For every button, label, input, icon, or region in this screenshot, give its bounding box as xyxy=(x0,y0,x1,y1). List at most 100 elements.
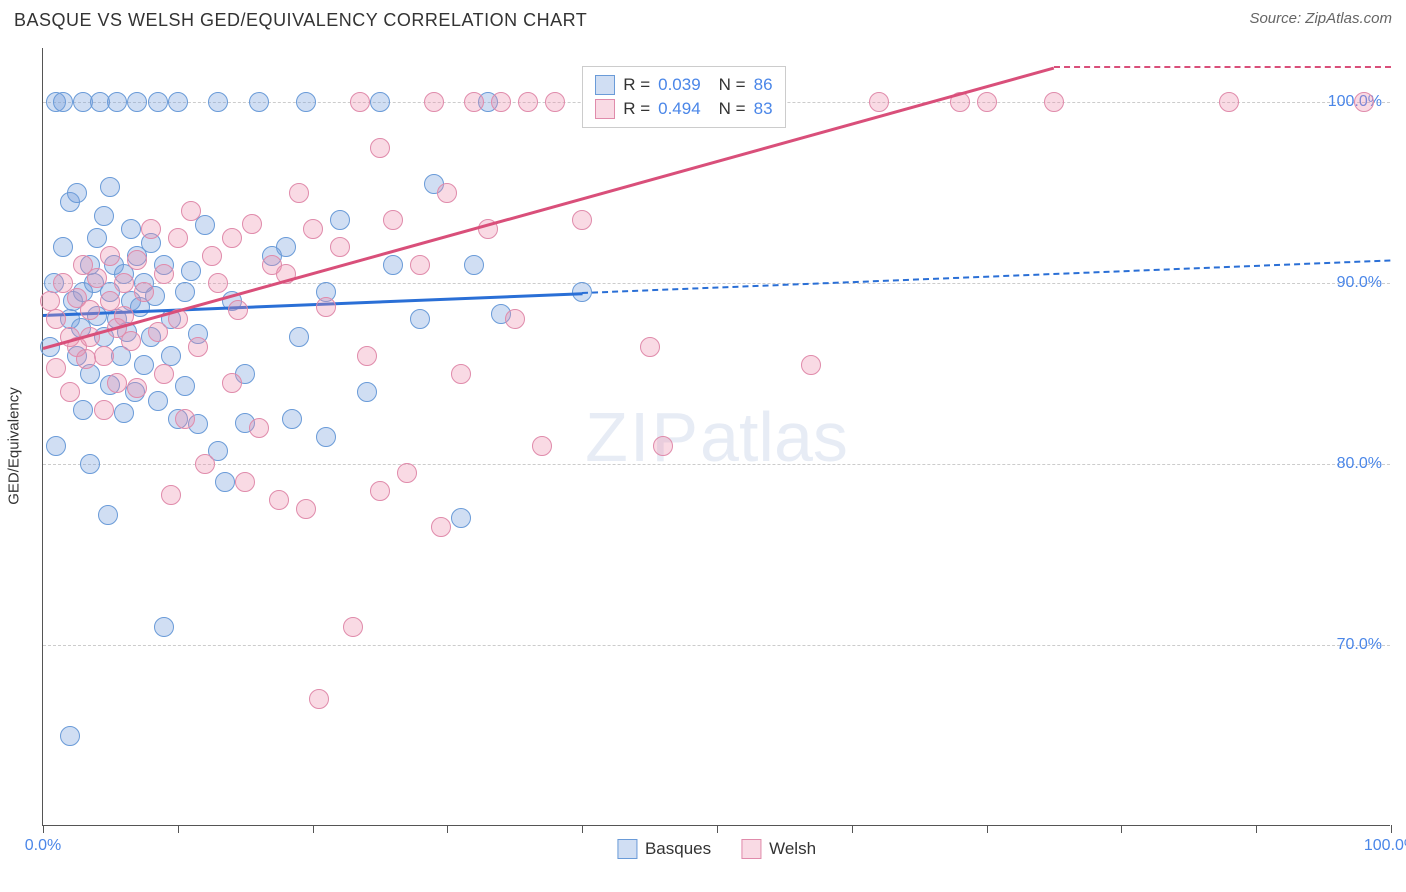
legend-n-label: N = xyxy=(719,99,746,119)
gridline xyxy=(43,283,1390,284)
scatter-point xyxy=(410,255,430,275)
legend-r-value: 0.039 xyxy=(658,75,701,95)
bottom-legend-item: Basques xyxy=(617,839,711,859)
scatter-point xyxy=(208,92,228,112)
scatter-point xyxy=(148,92,168,112)
scatter-point xyxy=(235,472,255,492)
scatter-point xyxy=(296,92,316,112)
header: BASQUE VS WELSH GED/EQUIVALENCY CORRELAT… xyxy=(0,0,1406,35)
scatter-point xyxy=(121,219,141,239)
legend-r-label: R = xyxy=(623,99,650,119)
legend-n-value: 86 xyxy=(754,75,773,95)
scatter-point xyxy=(296,499,316,519)
scatter-point xyxy=(175,282,195,302)
scatter-point xyxy=(383,255,403,275)
gridline xyxy=(43,645,1390,646)
scatter-point xyxy=(60,726,80,746)
x-tick xyxy=(987,825,988,833)
scatter-point xyxy=(181,201,201,221)
gridline xyxy=(43,464,1390,465)
scatter-point xyxy=(46,309,66,329)
scatter-point xyxy=(1219,92,1239,112)
scatter-point xyxy=(60,382,80,402)
scatter-point xyxy=(276,237,296,257)
x-tick xyxy=(178,825,179,833)
correlation-legend: R = 0.039 N = 86R =0.494N =83 xyxy=(582,66,785,128)
scatter-point xyxy=(175,409,195,429)
scatter-point xyxy=(289,327,309,347)
scatter-point xyxy=(53,237,73,257)
scatter-point xyxy=(303,219,323,239)
scatter-point xyxy=(114,403,134,423)
y-axis-label: GED/Equivalency xyxy=(6,387,23,505)
scatter-point xyxy=(141,219,161,239)
scatter-point xyxy=(383,210,403,230)
scatter-point xyxy=(801,355,821,375)
scatter-point xyxy=(977,92,997,112)
scatter-point xyxy=(121,331,141,351)
x-tick xyxy=(852,825,853,833)
scatter-point xyxy=(357,346,377,366)
scatter-point xyxy=(215,472,235,492)
scatter-point xyxy=(309,689,329,709)
legend-swatch xyxy=(617,839,637,859)
scatter-point xyxy=(431,517,451,537)
scatter-point xyxy=(40,291,60,311)
scatter-point xyxy=(94,400,114,420)
x-tick xyxy=(43,825,44,833)
legend-row: R =0.494N =83 xyxy=(595,97,772,121)
y-tick-label: 90.0% xyxy=(1337,274,1382,292)
scatter-point xyxy=(87,228,107,248)
scatter-point xyxy=(222,228,242,248)
legend-row: R = 0.039 N = 86 xyxy=(595,73,772,97)
x-tick-label: 0.0% xyxy=(25,837,61,855)
scatter-point xyxy=(505,309,525,329)
chart-title: BASQUE VS WELSH GED/EQUIVALENCY CORRELAT… xyxy=(14,10,587,31)
scatter-point xyxy=(282,409,302,429)
scatter-point xyxy=(370,92,390,112)
scatter-point xyxy=(148,391,168,411)
scatter-point xyxy=(242,214,262,234)
x-tick xyxy=(717,825,718,833)
scatter-point xyxy=(518,92,538,112)
scatter-point xyxy=(161,485,181,505)
scatter-point xyxy=(175,376,195,396)
x-tick xyxy=(1121,825,1122,833)
scatter-point xyxy=(316,297,336,317)
source-label: Source: ZipAtlas.com xyxy=(1249,10,1392,27)
scatter-point xyxy=(545,92,565,112)
scatter-point xyxy=(154,364,174,384)
scatter-point xyxy=(98,505,118,525)
scatter-point xyxy=(370,138,390,158)
bottom-legend-item: Welsh xyxy=(741,839,816,859)
scatter-point xyxy=(451,508,471,528)
scatter-point xyxy=(67,183,87,203)
scatter-point xyxy=(330,237,350,257)
scatter-point xyxy=(451,364,471,384)
scatter-point xyxy=(168,92,188,112)
scatter-point xyxy=(532,436,552,456)
legend-n-label: N = xyxy=(719,75,746,95)
scatter-point xyxy=(161,346,181,366)
scatter-point xyxy=(249,92,269,112)
legend-swatch xyxy=(595,99,615,119)
scatter-point xyxy=(127,92,147,112)
scatter-point xyxy=(653,436,673,456)
scatter-point xyxy=(100,246,120,266)
scatter-point xyxy=(46,436,66,456)
scatter-point xyxy=(195,454,215,474)
plot-area: ZIPatlas 70.0%80.0%90.0%100.0%0.0%100.0%… xyxy=(42,48,1390,826)
scatter-point xyxy=(869,92,889,112)
bottom-legend: Basques Welsh xyxy=(617,839,816,859)
scatter-point xyxy=(397,463,417,483)
scatter-point xyxy=(80,454,100,474)
legend-r-label: R = xyxy=(623,75,650,95)
x-tick xyxy=(447,825,448,833)
scatter-point xyxy=(127,250,147,270)
scatter-point xyxy=(148,322,168,342)
legend-swatch xyxy=(741,839,761,859)
x-tick xyxy=(582,825,583,833)
scatter-point xyxy=(249,418,269,438)
scatter-point xyxy=(464,255,484,275)
bottom-legend-label: Welsh xyxy=(769,839,816,859)
